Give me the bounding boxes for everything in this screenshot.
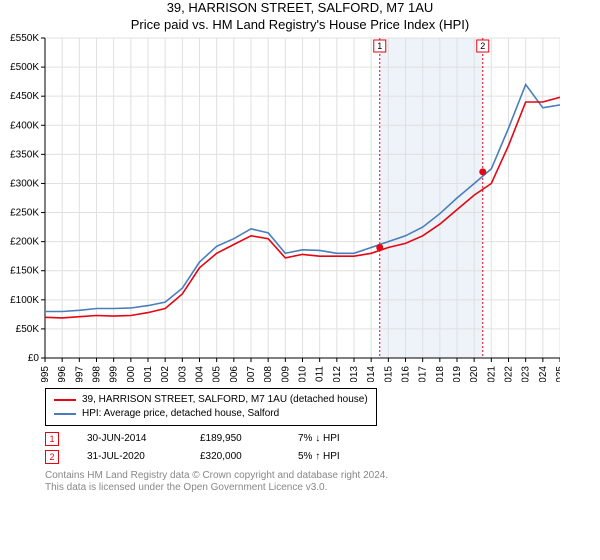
svg-text:1999: 1999 xyxy=(109,366,120,382)
svg-text:2023: 2023 xyxy=(521,366,532,382)
svg-text:£50K: £50K xyxy=(16,324,40,335)
svg-text:1995: 1995 xyxy=(40,366,51,382)
svg-text:2017: 2017 xyxy=(418,366,429,382)
svg-text:2015: 2015 xyxy=(383,366,394,382)
svg-text:2019: 2019 xyxy=(452,366,463,382)
svg-text:2018: 2018 xyxy=(435,366,446,382)
chart-area: £0 £50K £100K £150K £200K £250K £300K £350K £400… xyxy=(0,32,600,382)
svg-text:2021: 2021 xyxy=(486,366,497,382)
svg-text:£250K: £250K xyxy=(10,208,39,219)
point-date-1: 30-JUN-2014 xyxy=(87,430,172,448)
svg-text:£150K: £150K xyxy=(10,266,39,277)
chart-title: 39, HARRISON STREET, SALFORD, M7 1AU xyxy=(0,0,600,15)
footer-line-1: Contains HM Land Registry data © Crown c… xyxy=(45,470,600,482)
legend-swatch-2 xyxy=(54,413,76,415)
svg-text:2025: 2025 xyxy=(555,366,560,382)
data-point-row-1: 1 30-JUN-2014 £189,950 7% ↓ HPI xyxy=(45,430,600,448)
legend-swatch-1 xyxy=(54,399,76,401)
point-price-2: £320,000 xyxy=(200,448,270,466)
svg-text:£400K: £400K xyxy=(10,120,39,131)
svg-text:2002: 2002 xyxy=(160,366,171,382)
svg-text:£350K: £350K xyxy=(10,149,39,160)
point-price-1: £189,950 xyxy=(200,430,270,448)
svg-text:1996: 1996 xyxy=(57,366,68,382)
svg-text:2007: 2007 xyxy=(246,366,257,382)
legend-row-2: HPI: Average price, detached house, Salf… xyxy=(54,407,368,421)
svg-text:2008: 2008 xyxy=(263,366,274,382)
svg-text:2011: 2011 xyxy=(315,366,326,382)
svg-text:1998: 1998 xyxy=(92,366,103,382)
footer-line-2: This data is licensed under the Open Gov… xyxy=(45,482,600,494)
svg-text:2009: 2009 xyxy=(280,366,291,382)
svg-text:2016: 2016 xyxy=(401,366,412,382)
legend-label-2: HPI: Average price, detached house, Salf… xyxy=(82,407,279,421)
svg-text:2013: 2013 xyxy=(349,366,360,382)
svg-text:2010: 2010 xyxy=(298,366,309,382)
svg-text:£100K: £100K xyxy=(10,295,39,306)
svg-text:£200K: £200K xyxy=(10,237,39,248)
svg-text:2000: 2000 xyxy=(126,366,137,382)
point-delta-1: 7% ↓ HPI xyxy=(298,430,340,448)
point-badge-2: 2 xyxy=(45,450,59,464)
footer-attribution: Contains HM Land Registry data © Crown c… xyxy=(45,470,600,494)
svg-text:2014: 2014 xyxy=(366,366,377,382)
svg-text:£450K: £450K xyxy=(10,91,39,102)
svg-text:2022: 2022 xyxy=(504,366,515,382)
chart-legend: 39, HARRISON STREET, SALFORD, M7 1AU (de… xyxy=(45,388,377,426)
svg-text:£550K: £550K xyxy=(10,33,39,44)
svg-text:2024: 2024 xyxy=(538,366,549,382)
svg-text:2005: 2005 xyxy=(212,366,223,382)
svg-text:1: 1 xyxy=(377,41,382,51)
point-date-2: 31-JUL-2020 xyxy=(87,448,172,466)
svg-text:2003: 2003 xyxy=(177,366,188,382)
point-badge-1: 1 xyxy=(45,432,59,446)
data-points-table: 1 30-JUN-2014 £189,950 7% ↓ HPI 2 31-JUL… xyxy=(45,430,600,466)
chart-subtitle: Price paid vs. HM Land Registry's House … xyxy=(0,17,600,32)
svg-text:2012: 2012 xyxy=(332,366,343,382)
data-point-row-2: 2 31-JUL-2020 £320,000 5% ↑ HPI xyxy=(45,448,600,466)
svg-text:£500K: £500K xyxy=(10,62,39,73)
svg-text:£0: £0 xyxy=(28,353,40,364)
svg-text:£300K: £300K xyxy=(10,178,39,189)
svg-text:2004: 2004 xyxy=(195,366,206,382)
line-chart: £0 £50K £100K £150K £200K £250K £300K £350K £400… xyxy=(0,32,560,382)
svg-text:2006: 2006 xyxy=(229,366,240,382)
svg-text:1997: 1997 xyxy=(74,366,85,382)
legend-row-1: 39, HARRISON STREET, SALFORD, M7 1AU (de… xyxy=(54,393,368,407)
legend-label-1: 39, HARRISON STREET, SALFORD, M7 1AU (de… xyxy=(82,393,368,407)
svg-text:2020: 2020 xyxy=(469,366,480,382)
svg-text:2001: 2001 xyxy=(143,366,154,382)
svg-text:2: 2 xyxy=(480,41,485,51)
point-delta-2: 5% ↑ HPI xyxy=(298,448,340,466)
